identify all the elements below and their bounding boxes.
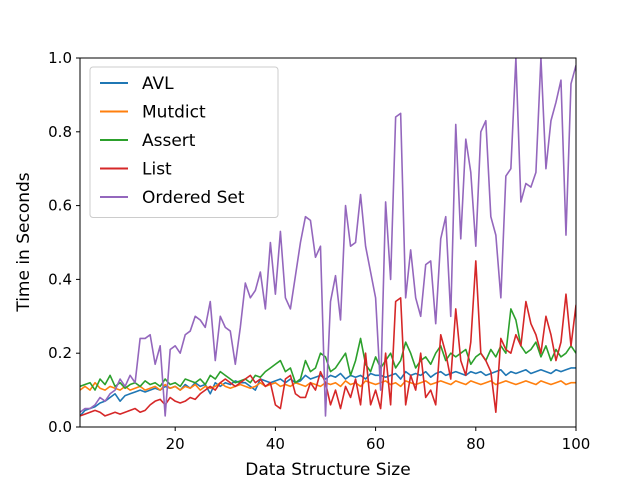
legend-label: AVL [142, 74, 174, 94]
x-tick-label: 60 [366, 435, 385, 453]
x-tick-label: 80 [466, 435, 485, 453]
legend-label: Assert [142, 131, 196, 151]
y-tick-label: 0.6 [48, 197, 72, 215]
y-tick-label: 0.2 [48, 344, 72, 362]
x-axis-title: Data Structure Size [245, 460, 410, 480]
legend-label: List [142, 160, 172, 180]
series-line-5 [80, 58, 576, 417]
y-tick-label: 0.4 [48, 270, 72, 288]
x-tick-label: 20 [166, 435, 185, 453]
y-tick-label: 0.0 [48, 418, 72, 436]
x-axis-ticks: 20 40 60 80 100 [166, 427, 591, 453]
series-line-4 [80, 260, 576, 417]
legend-label: Ordered Set [142, 188, 245, 208]
y-axis-title: Time in Seconds [14, 172, 34, 312]
y-tick-label: 0.8 [48, 123, 72, 141]
legend-label: Mutdict [142, 103, 206, 123]
y-axis-ticks: 0.0 0.2 0.4 0.6 0.8 1.0 [48, 49, 80, 436]
legend: AVL Mutdict Assert List Ordered Set [89, 66, 279, 218]
x-tick-label: 100 [562, 435, 591, 453]
x-tick-label: 40 [266, 435, 285, 453]
y-tick-label: 1.0 [48, 49, 72, 67]
plot-frame [79, 57, 577, 428]
plot-lines [80, 58, 576, 417]
legend-box [89, 66, 279, 218]
